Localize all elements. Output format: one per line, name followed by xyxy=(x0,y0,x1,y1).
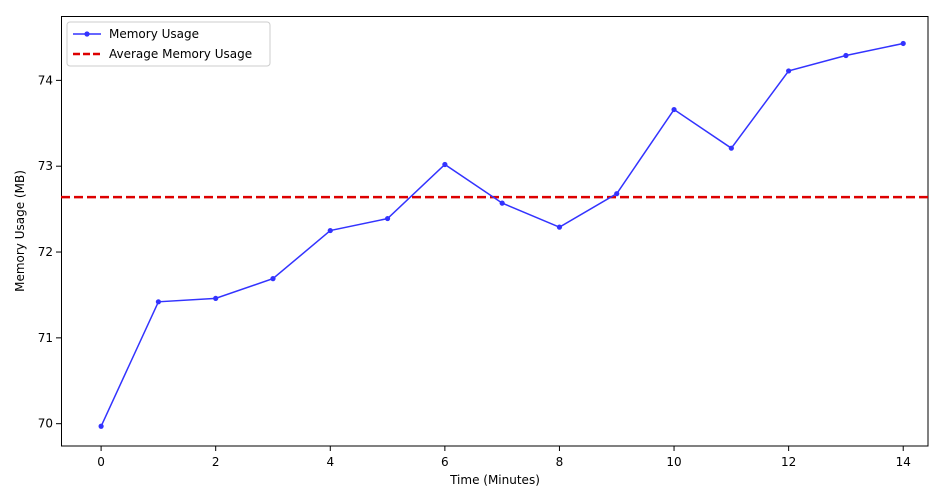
x-tick-label: 14 xyxy=(896,455,911,469)
x-tick-label: 10 xyxy=(666,455,681,469)
x-axis-title: Time (Minutes) xyxy=(449,473,540,487)
memory-usage-point xyxy=(270,276,276,282)
legend-box xyxy=(66,21,271,67)
y-tick-label: 71 xyxy=(38,331,53,345)
y-axis-title: Memory Usage (MB) xyxy=(13,170,27,292)
memory-usage-line xyxy=(100,42,904,427)
legend-item-memory-usage: Memory Usage xyxy=(73,27,199,41)
x-tick-label: 8 xyxy=(556,455,564,469)
memory-usage-point xyxy=(384,215,391,222)
legend-label-memory-usage: Memory Usage xyxy=(109,27,199,41)
x-tick-label: 6 xyxy=(441,455,449,469)
y-tick-label: 72 xyxy=(38,245,53,259)
x-axis: 0 2 4 6 8 10 12 14 xyxy=(97,446,911,469)
x-tick-label: 2 xyxy=(212,455,220,469)
plot-area xyxy=(61,16,929,447)
memory-usage-point xyxy=(786,68,792,74)
y-axis: 70 71 72 73 74 xyxy=(38,73,61,431)
legend-marker-memory-usage xyxy=(84,31,90,37)
memory-usage-point xyxy=(327,227,333,234)
memory-usage-point xyxy=(155,299,161,305)
legend: Memory Usage Average Memory Usage xyxy=(66,21,271,67)
memory-usage-point xyxy=(213,295,219,301)
memory-usage-point xyxy=(442,161,448,168)
memory-usage-point xyxy=(900,40,906,47)
y-tick-label: 70 xyxy=(38,417,53,431)
memory-usage-point xyxy=(556,224,563,230)
plot-frame xyxy=(61,16,929,447)
memory-usage-point xyxy=(499,200,505,206)
x-tick-label: 12 xyxy=(781,455,796,469)
x-tick-label: 4 xyxy=(326,455,334,469)
memory-usage-point xyxy=(614,191,620,197)
series-layer xyxy=(98,40,906,429)
legend-label-average-memory-usage: Average Memory Usage xyxy=(109,47,252,61)
y-tick-label: 73 xyxy=(38,159,53,173)
y-tick-label: 74 xyxy=(38,73,53,87)
memory-usage-point xyxy=(728,145,734,151)
memory-usage-point xyxy=(671,106,677,113)
memory-usage-point xyxy=(843,52,849,59)
legend-item-average-memory-usage: Average Memory Usage xyxy=(73,47,252,61)
x-tick-label: 0 xyxy=(97,455,105,469)
memory-usage-point xyxy=(98,423,104,429)
